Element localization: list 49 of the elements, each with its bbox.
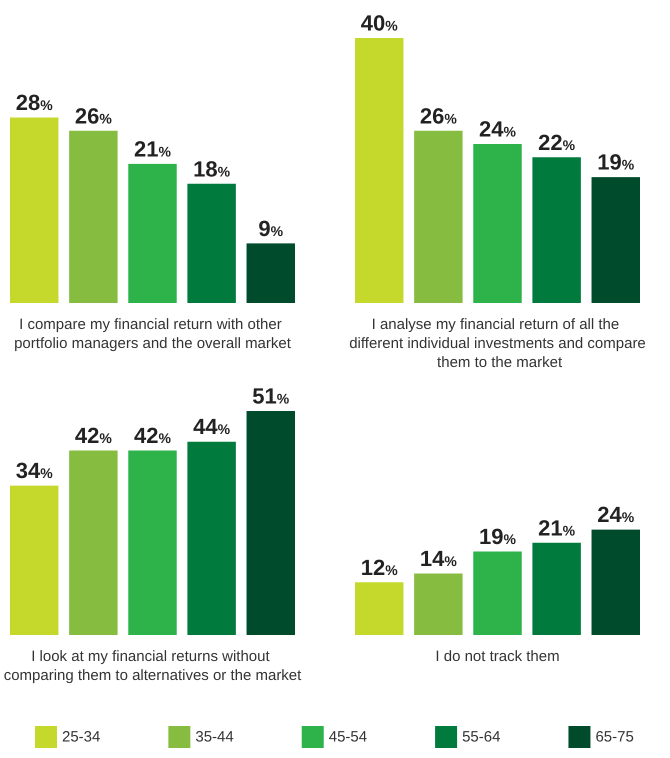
bar bbox=[69, 130, 118, 303]
bar bbox=[128, 164, 177, 303]
data-label: 40% bbox=[360, 10, 398, 36]
bar bbox=[10, 118, 58, 303]
data-label: 26% bbox=[74, 103, 112, 128]
bar bbox=[69, 450, 118, 635]
data-label: 12% bbox=[360, 554, 398, 580]
legend-label: 55-64 bbox=[462, 728, 500, 746]
legend-label: 65-75 bbox=[595, 728, 634, 746]
bar bbox=[128, 450, 177, 635]
data-label: 28% bbox=[16, 90, 54, 115]
data-label: 19% bbox=[597, 150, 635, 175]
x-axis-title: I do not track them bbox=[435, 648, 560, 665]
bar bbox=[473, 552, 522, 635]
data-label: 51% bbox=[252, 384, 290, 408]
bar bbox=[355, 38, 404, 303]
data-label: 19% bbox=[479, 524, 517, 550]
data-label: 24% bbox=[597, 502, 635, 528]
legend-label: 25-34 bbox=[62, 728, 100, 746]
bar bbox=[592, 530, 640, 635]
x-axis-title: I analyse my financial return of all the different individual investments and compare them to the market bbox=[349, 316, 646, 371]
legend-label: 35-44 bbox=[195, 728, 234, 746]
bar bbox=[187, 442, 236, 635]
bar bbox=[414, 130, 463, 303]
data-label: 44% bbox=[193, 414, 231, 440]
x-axis-title: I compare my financial return with other portfolio managers and the overall market bbox=[14, 316, 292, 352]
data-label: 42% bbox=[74, 423, 112, 448]
bar bbox=[246, 411, 295, 635]
data-label: 42% bbox=[134, 423, 172, 448]
bar bbox=[592, 177, 640, 303]
bar bbox=[246, 243, 295, 303]
bar bbox=[532, 542, 581, 635]
bar bbox=[532, 157, 581, 303]
bar bbox=[355, 582, 404, 635]
bar bbox=[473, 144, 522, 303]
bar bbox=[414, 574, 463, 635]
data-label: 21% bbox=[134, 136, 172, 162]
data-label: 14% bbox=[420, 546, 458, 572]
bar bbox=[187, 184, 236, 303]
data-label: 18% bbox=[193, 156, 231, 182]
data-label: 9% bbox=[258, 216, 284, 241]
data-label: 26% bbox=[420, 103, 458, 128]
data-label: 34% bbox=[16, 458, 54, 484]
bar bbox=[10, 486, 58, 635]
data-label: 22% bbox=[538, 130, 576, 155]
data-label: 24% bbox=[479, 116, 517, 142]
x-axis-title: I look at my financial returns without comparing them to alternatives or the market bbox=[4, 648, 302, 684]
data-label: 21% bbox=[538, 515, 576, 540]
legend-label: 45-54 bbox=[328, 728, 368, 746]
